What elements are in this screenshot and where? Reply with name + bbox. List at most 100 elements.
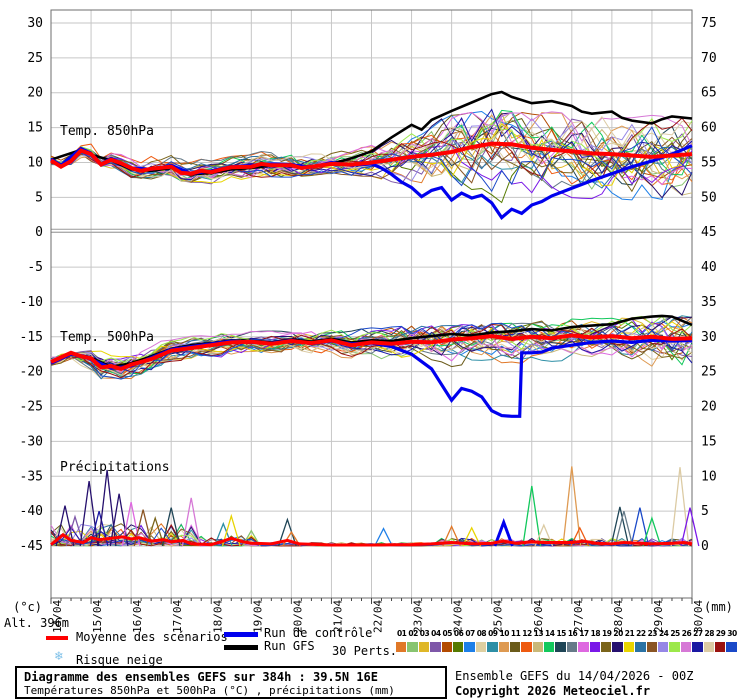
gfs-line-swatch [224, 645, 258, 650]
pert-number: 19 [602, 629, 612, 638]
right-axis-tick: 15 [701, 434, 717, 449]
pert-number: 25 [670, 629, 680, 638]
pert-color-swatch [589, 642, 602, 652]
pert-number: 23 [647, 629, 658, 638]
precip-spike [181, 497, 201, 547]
pert-color-swatch [521, 642, 533, 652]
left-axis-tick: -10 [20, 295, 43, 310]
pert-number: 14 [545, 629, 555, 638]
ensemble-member-line [50, 315, 693, 365]
pert-color-swatch [509, 642, 522, 652]
date-label: 21/04 [331, 600, 344, 633]
pert-color-swatch [487, 642, 499, 652]
precip-spike [97, 469, 117, 547]
left-axis-tick: -25 [20, 400, 43, 415]
pert-number: 02 [408, 629, 418, 638]
pert-color-swatch [680, 642, 693, 652]
pert-number: 16 [567, 629, 578, 638]
panel-label-500: Temp. 500hPa [60, 330, 154, 345]
date-label: 15/04 [91, 600, 104, 633]
precip-spike [562, 466, 582, 547]
right-axis-tick: 10 [701, 469, 717, 484]
pert-color-swatch [430, 642, 442, 652]
pert-number: 22 [636, 629, 646, 638]
date-label: 24/04 [452, 600, 465, 633]
pert-color-swatch [441, 642, 453, 652]
date-label: 17/04 [171, 600, 184, 633]
right-axis-tick: 55 [701, 155, 717, 170]
legend-gfs-label: Run GFS [264, 639, 315, 653]
pert-color-swatch [452, 642, 465, 652]
date-label: 23/04 [412, 600, 425, 633]
pert-number: 17 [579, 629, 589, 638]
panel-label-precip: Précipitations [60, 460, 170, 475]
pert-color-swatch [726, 642, 738, 652]
date-label: 28/04 [612, 600, 625, 633]
pert-color-swatch [464, 642, 476, 652]
left-axis-tick: -30 [20, 434, 43, 449]
precip-spike [493, 517, 514, 547]
pert-color-swatch [612, 642, 624, 652]
right-axis-tick: 25 [701, 365, 717, 380]
pert-number: 27 [693, 629, 703, 638]
date-label: 26/04 [532, 600, 545, 633]
precip-spike [522, 485, 542, 547]
date-label: 27/04 [572, 600, 585, 633]
pert-color-swatch [635, 642, 647, 652]
right-axis-tick: 0 [701, 539, 709, 554]
date-label: 29/04 [652, 600, 665, 633]
pert-color-swatch [396, 642, 408, 652]
legend-mean-label: Moyenne des scénarios [76, 630, 228, 644]
precip-spike [670, 467, 690, 547]
pert-color-row [396, 642, 738, 652]
left-axis-tick: 10 [27, 155, 43, 170]
right-axis-tick: 60 [701, 121, 717, 136]
ensemble-mean-line [50, 333, 693, 372]
copyright: Copyright 2026 Meteociel.fr [455, 684, 651, 698]
pert-number-row: 01 02 03 04 05 06 07 08 09 10 11 12 13 14 15 16 17 18 19 20… [396, 629, 738, 638]
pert-number: 03 [419, 629, 430, 638]
left-axis-tick: 20 [27, 86, 43, 101]
pert-number: 24 [658, 629, 669, 638]
pert-color-swatch [555, 642, 567, 652]
pert-color-swatch [703, 642, 715, 652]
diagram-subtitle: Températures 850hPa et 500hPa (°C) , pré… [24, 684, 395, 697]
precip-spike [277, 517, 297, 547]
pert-color-swatch [407, 642, 419, 652]
date-label: 30/04 [692, 600, 705, 633]
pert-number: 01 [396, 629, 407, 638]
left-axis-tick: 0 [35, 225, 43, 240]
pert-number: 20 [613, 629, 623, 638]
pert-color-swatch [418, 642, 431, 652]
left-unit-label: (°c) [13, 600, 42, 614]
precip-spike [109, 493, 129, 547]
ensemble-member-line [50, 121, 693, 184]
panel-label-850: Temp. 850hPa [60, 124, 154, 139]
pert-color-swatch [475, 642, 488, 652]
right-axis-tick: 65 [701, 86, 717, 101]
pert-number: 09 [488, 629, 498, 638]
mean-line-swatch [46, 636, 68, 640]
pert-color-swatch [657, 642, 670, 652]
date-label: 16/04 [131, 600, 144, 633]
pert-color-swatch [623, 642, 636, 652]
right-axis-tick: 5 [701, 504, 709, 519]
precip-spike [374, 527, 393, 547]
left-axis-tick: -35 [20, 469, 43, 484]
pert-number: 12 [522, 629, 532, 638]
pert-number: 08 [476, 629, 487, 638]
left-axis-tick: 30 [27, 16, 43, 31]
left-axis-tick: -45 [20, 539, 43, 554]
right-axis-tick: 40 [701, 260, 717, 275]
precip-spike [133, 509, 153, 547]
left-axis-tick: 25 [27, 51, 43, 66]
right-axis-tick: 45 [701, 225, 717, 240]
pert-color-swatch [498, 642, 510, 652]
precip-spike [642, 515, 662, 547]
ensemble-member-line [50, 322, 693, 380]
pert-number: 21 [624, 629, 635, 638]
date-label: 20/04 [291, 600, 304, 633]
pert-number: 13 [533, 629, 544, 638]
diagram-title-box: Diagramme des ensembles GEFS sur 384h : … [15, 666, 447, 699]
